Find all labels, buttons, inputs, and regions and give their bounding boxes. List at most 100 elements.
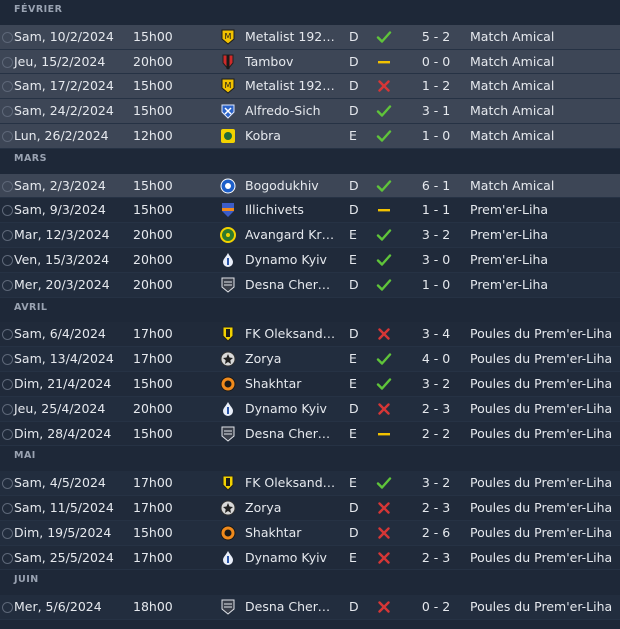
selection-radio[interactable]: [2, 478, 13, 490]
competition-name[interactable]: Poules du Prem'er-Liha: [470, 524, 613, 540]
fixture-row[interactable]: Sam, 4/5/2024 17h00 FK Oleksandr... E 3 - 2 P…: [0, 471, 620, 496]
zorya-crest[interactable]: [220, 500, 236, 516]
competition-name[interactable]: Poules du Prem'er-Liha: [470, 326, 613, 342]
selection-radio[interactable]: [2, 527, 13, 539]
selection-radio[interactable]: [2, 81, 13, 93]
match-score[interactable]: 1 - 0: [421, 127, 451, 143]
competition-name[interactable]: Prem'er-Liha: [470, 276, 549, 292]
competition-name[interactable]: Prem'er-Liha: [470, 227, 549, 243]
competition-name[interactable]: Poules du Prem'er-Liha: [470, 475, 613, 491]
fixture-row[interactable]: Dim, 19/5/2024 15h00 Shakhtar D 2 - 6 Poules …: [0, 520, 620, 546]
selection-radio[interactable]: [2, 602, 13, 614]
bogodukhiv-crest[interactable]: [220, 178, 236, 194]
match-score[interactable]: 3 - 2: [421, 475, 451, 491]
competition-name[interactable]: Match Amical: [470, 53, 555, 69]
selection-radio[interactable]: [2, 205, 13, 217]
match-score[interactable]: 2 - 3: [421, 400, 451, 416]
competition-name[interactable]: Poules du Prem'er-Liha: [470, 499, 613, 515]
zorya-crest[interactable]: [220, 351, 236, 367]
selection-radio[interactable]: [2, 254, 13, 266]
desna-crest[interactable]: [220, 277, 236, 293]
opponent-name[interactable]: Desna Cherni...: [245, 599, 337, 615]
match-score[interactable]: 3 - 2: [421, 375, 451, 391]
oleksandria-crest[interactable]: [220, 326, 236, 343]
match-score[interactable]: 1 - 2: [421, 78, 451, 94]
competition-name[interactable]: Match Amical: [470, 103, 555, 119]
fixture-row[interactable]: Jeu, 25/4/2024 20h00 Dynamo Kyiv D 2 - 3 Poul…: [0, 396, 620, 422]
match-score[interactable]: 5 - 2: [421, 28, 451, 44]
competition-name[interactable]: Poules du Prem'er-Liha: [470, 425, 613, 441]
avangard-crest[interactable]: [220, 227, 236, 244]
opponent-name[interactable]: Shakhtar: [245, 524, 302, 540]
selection-radio[interactable]: [2, 180, 13, 192]
fixture-row[interactable]: Jeu, 15/2/2024 20h00 Tambov D 0 - 0 Match Ami…: [0, 49, 620, 75]
opponent-name[interactable]: FK Oleksandr...: [245, 326, 337, 342]
opponent-name[interactable]: Desna Cherni...: [245, 276, 337, 292]
fixture-row[interactable]: Sam, 17/2/2024 15h00 M Metalist 1925... D 1 -…: [0, 74, 620, 100]
selection-radio[interactable]: [2, 552, 13, 564]
dynamo-crest[interactable]: [220, 252, 236, 268]
selection-radio[interactable]: [2, 403, 13, 415]
selection-radio[interactable]: [2, 130, 13, 142]
fixture-row[interactable]: Mar, 12/3/2024 20h00 Avangard Kra... E 3 - 2…: [0, 223, 620, 248]
desna-crest[interactable]: [220, 426, 236, 442]
opponent-name[interactable]: Metalist 1925...: [245, 28, 337, 44]
match-score[interactable]: 0 - 2: [421, 599, 451, 615]
selection-radio[interactable]: [2, 354, 13, 366]
match-score[interactable]: 1 - 1: [421, 202, 451, 218]
fixture-row[interactable]: Ven, 15/3/2024 20h00 Dynamo Kyiv E 3 - 0 Prem…: [0, 247, 620, 273]
competition-name[interactable]: Match Amical: [470, 127, 555, 143]
fixture-row[interactable]: Sam, 9/3/2024 15h00 Illichivets D 1 - 1 Prem'…: [0, 198, 620, 224]
selection-radio[interactable]: [2, 378, 13, 390]
competition-name[interactable]: Match Amical: [470, 28, 555, 44]
dynamo-crest[interactable]: [220, 550, 236, 566]
fixture-row[interactable]: Lun, 26/2/2024 12h00 Kobra E 1 - 0 Match Amic…: [0, 123, 620, 149]
competition-name[interactable]: Match Amical: [470, 78, 555, 94]
fixture-row[interactable]: Mer, 5/6/2024 18h00 Desna Cherni... D 0 - 2 P…: [0, 595, 620, 620]
match-score[interactable]: 0 - 0: [421, 53, 451, 69]
opponent-name[interactable]: Kobra: [245, 127, 281, 143]
competition-name[interactable]: Poules du Prem'er-Liha: [470, 375, 613, 391]
opponent-name[interactable]: Zorya: [245, 351, 282, 367]
competition-name[interactable]: Prem'er-Liha: [470, 202, 549, 218]
opponent-name[interactable]: Avangard Kra...: [245, 227, 337, 243]
fixture-row[interactable]: Sam, 24/2/2024 15h00 Alfredo-Sich D 3 - 1 Mat…: [0, 99, 620, 124]
competition-name[interactable]: Prem'er-Liha: [470, 251, 549, 267]
fixture-row[interactable]: Dim, 28/4/2024 15h00 Desna Cherni... E 2 - 2…: [0, 421, 620, 447]
fixture-row[interactable]: Dim, 21/4/2024 15h00 Shakhtar E 3 - 2 Poules …: [0, 371, 620, 397]
match-score[interactable]: 1 - 0: [421, 276, 451, 292]
metalist-crest[interactable]: M: [220, 78, 236, 95]
fixture-row[interactable]: Sam, 6/4/2024 17h00 FK Oleksandr... D 3 - 4 P…: [0, 322, 620, 348]
selection-radio[interactable]: [2, 106, 13, 118]
selection-radio[interactable]: [2, 428, 13, 440]
fixture-row[interactable]: Mer, 20/3/2024 20h00 Desna Cherni... D 1 - 0…: [0, 272, 620, 298]
opponent-name[interactable]: Dynamo Kyiv: [245, 400, 327, 416]
match-score[interactable]: 2 - 2: [421, 425, 451, 441]
match-score[interactable]: 3 - 4: [421, 326, 451, 342]
selection-radio[interactable]: [2, 329, 13, 341]
desna-crest[interactable]: [220, 599, 236, 615]
match-score[interactable]: 3 - 1: [421, 103, 451, 119]
match-score[interactable]: 4 - 0: [421, 351, 451, 367]
match-score[interactable]: 2 - 3: [421, 549, 451, 565]
opponent-name[interactable]: Desna Cherni...: [245, 425, 337, 441]
fixture-row[interactable]: Sam, 2/3/2024 15h00 Bogodukhiv D 6 - 1 Match …: [0, 173, 620, 199]
metalist-crest[interactable]: M: [220, 29, 236, 45]
selection-radio[interactable]: [2, 279, 13, 291]
match-score[interactable]: 6 - 1: [421, 177, 451, 193]
opponent-name[interactable]: FK Oleksandr...: [245, 475, 337, 491]
opponent-name[interactable]: Dynamo Kyiv: [245, 251, 327, 267]
oleksandria-crest[interactable]: [220, 475, 236, 491]
fixture-row[interactable]: Sam, 25/5/2024 17h00 Dynamo Kyiv E 2 - 3 Poul…: [0, 545, 620, 571]
opponent-name[interactable]: Zorya: [245, 499, 282, 515]
opponent-name[interactable]: Bogodukhiv: [245, 177, 319, 193]
shakhtar-crest[interactable]: [220, 525, 236, 541]
competition-name[interactable]: Poules du Prem'er-Liha: [470, 599, 613, 615]
fixture-row[interactable]: Sam, 13/4/2024 17h00 Zorya E 4 - 0 Poules du …: [0, 347, 620, 372]
tambov-crest[interactable]: [220, 54, 236, 70]
competition-name[interactable]: Poules du Prem'er-Liha: [470, 400, 613, 416]
match-score[interactable]: 3 - 2: [421, 227, 451, 243]
competition-name[interactable]: Poules du Prem'er-Liha: [470, 549, 613, 565]
kobra-crest[interactable]: [220, 128, 236, 144]
fixture-row[interactable]: Sam, 11/5/2024 17h00 Zorya D 2 - 3 Poules du …: [0, 495, 620, 521]
